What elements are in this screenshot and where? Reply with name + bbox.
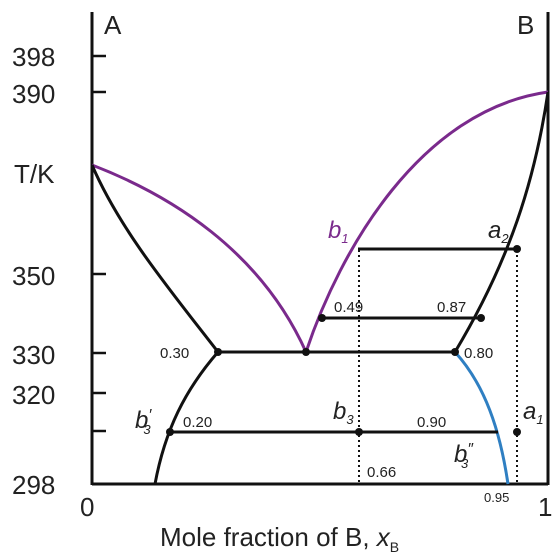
- label-b3-prime: b′ 3: [135, 407, 152, 437]
- solidus-left: [90, 164, 220, 353]
- x-tick-0: 0: [80, 492, 94, 522]
- comp-0-90: 0.90: [417, 414, 446, 431]
- y-tick-330: 330: [12, 340, 55, 370]
- comp-0-87: 0.87: [437, 299, 466, 316]
- y-tick-298: 298: [12, 470, 55, 500]
- liquidus-left: [91, 163, 308, 353]
- solvus-right: [453, 350, 510, 485]
- solidus-right: [453, 91, 550, 353]
- liquidus-right: [304, 90, 549, 353]
- y-tick-398: 398: [12, 42, 55, 72]
- label-b3: b3: [333, 398, 354, 427]
- y-axis-label: T/K: [14, 159, 55, 189]
- comp-0-66: 0.66: [367, 464, 396, 481]
- x-tick-1: 1: [538, 492, 552, 522]
- label-a1: a1: [523, 398, 544, 427]
- y-tick-marks: [92, 54, 106, 433]
- state-points: [166, 245, 521, 436]
- corner-label-a: A: [104, 10, 122, 40]
- y-tick-320: 320: [12, 380, 55, 410]
- comp-0-20: 0.20: [183, 414, 212, 431]
- comp-0-30: 0.30: [160, 345, 189, 362]
- corner-label-b: B: [517, 10, 534, 40]
- comp-0-80: 0.80: [464, 345, 493, 362]
- y-tick-350: 350: [12, 261, 55, 291]
- y-tick-390: 390: [12, 79, 55, 109]
- label-a2: a2: [488, 217, 509, 246]
- x-axis-label: Mole fraction of B, xB: [160, 522, 399, 552]
- comp-0-49: 0.49: [334, 299, 363, 316]
- solvus-left: [153, 351, 220, 485]
- comp-0-95: 0.95: [484, 490, 509, 505]
- label-b1: b1: [328, 217, 349, 246]
- label-b3-double-prime: b″ 3: [454, 441, 474, 471]
